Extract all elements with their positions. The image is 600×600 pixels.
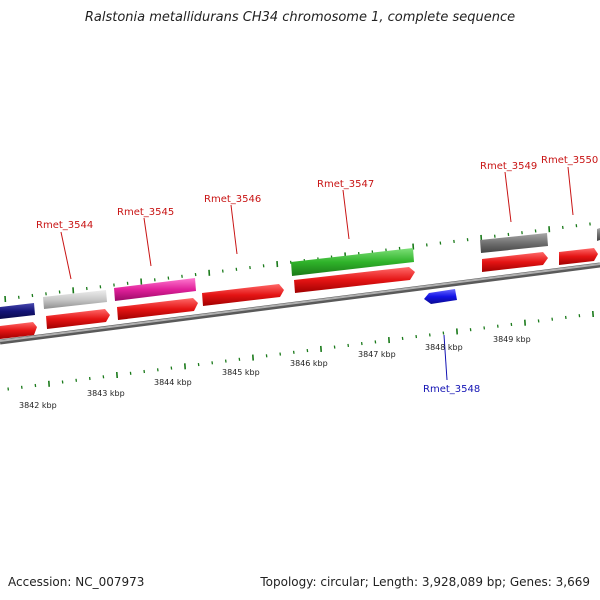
category-bars[interactable] [0, 228, 600, 319]
backbone [0, 262, 600, 345]
gene-label-rmet-3546[interactable]: Rmet_3546 [204, 194, 261, 205]
summary-text: Topology: circular; Length: 3,928,089 bp… [260, 575, 590, 589]
category-bar-navy[interactable] [0, 303, 35, 319]
gene-arrow[interactable] [117, 298, 198, 320]
category-bar-gray[interactable] [480, 233, 548, 253]
gene-label-rmet-3544[interactable]: Rmet_3544 [36, 220, 93, 231]
gene-arrow[interactable] [559, 248, 598, 265]
gene-arrow[interactable] [202, 284, 284, 306]
accession-text: Accession: NC_007973 [8, 575, 145, 589]
gene-label-rmet-3547[interactable]: Rmet_3547 [317, 179, 374, 190]
category-bar-gray-edge[interactable] [597, 228, 600, 241]
gene-label-rmet-3550[interactable]: Rmet_3550 [541, 155, 598, 166]
gene-labels: Rmet_3544 Rmet_3545 Rmet_3546 Rmet_3547 … [36, 155, 598, 395]
leader-lines [60, 166, 574, 381]
kbp-label: 3842 kbp [19, 401, 57, 410]
gene-arrow[interactable] [482, 252, 548, 272]
gene-label-rmet-3549[interactable]: Rmet_3549 [480, 161, 537, 172]
kbp-label: 3849 kbp [493, 335, 531, 344]
map-title: Ralstonia metallidurans CH34 chromosome … [84, 10, 516, 25]
gene-arrow-reverse[interactable] [424, 289, 457, 304]
gene-arrow[interactable] [46, 309, 110, 329]
gene-arrow[interactable] [0, 322, 37, 339]
tick-row-upper [4, 222, 591, 303]
kbp-label: 3848 kbp [425, 343, 463, 352]
category-bar-magenta[interactable] [114, 278, 196, 301]
category-bar-silver[interactable] [43, 290, 107, 309]
forward-strand-genes[interactable] [0, 248, 598, 339]
category-bar-green[interactable] [291, 248, 414, 276]
kbp-labels: 3842 kbp 3843 kbp 3844 kbp 3845 kbp 3846… [19, 335, 531, 410]
kbp-label: 3846 kbp [290, 359, 328, 368]
gene-label-rmet-3548[interactable]: Rmet_3548 [423, 384, 480, 395]
kbp-label: 3847 kbp [358, 350, 396, 359]
kbp-label: 3843 kbp [87, 389, 125, 398]
gene-arrow[interactable] [294, 267, 415, 293]
gene-label-rmet-3545[interactable]: Rmet_3545 [117, 207, 174, 218]
kbp-label: 3845 kbp [222, 368, 260, 377]
tick-row-lower [7, 310, 594, 391]
kbp-label: 3844 kbp [154, 378, 192, 387]
